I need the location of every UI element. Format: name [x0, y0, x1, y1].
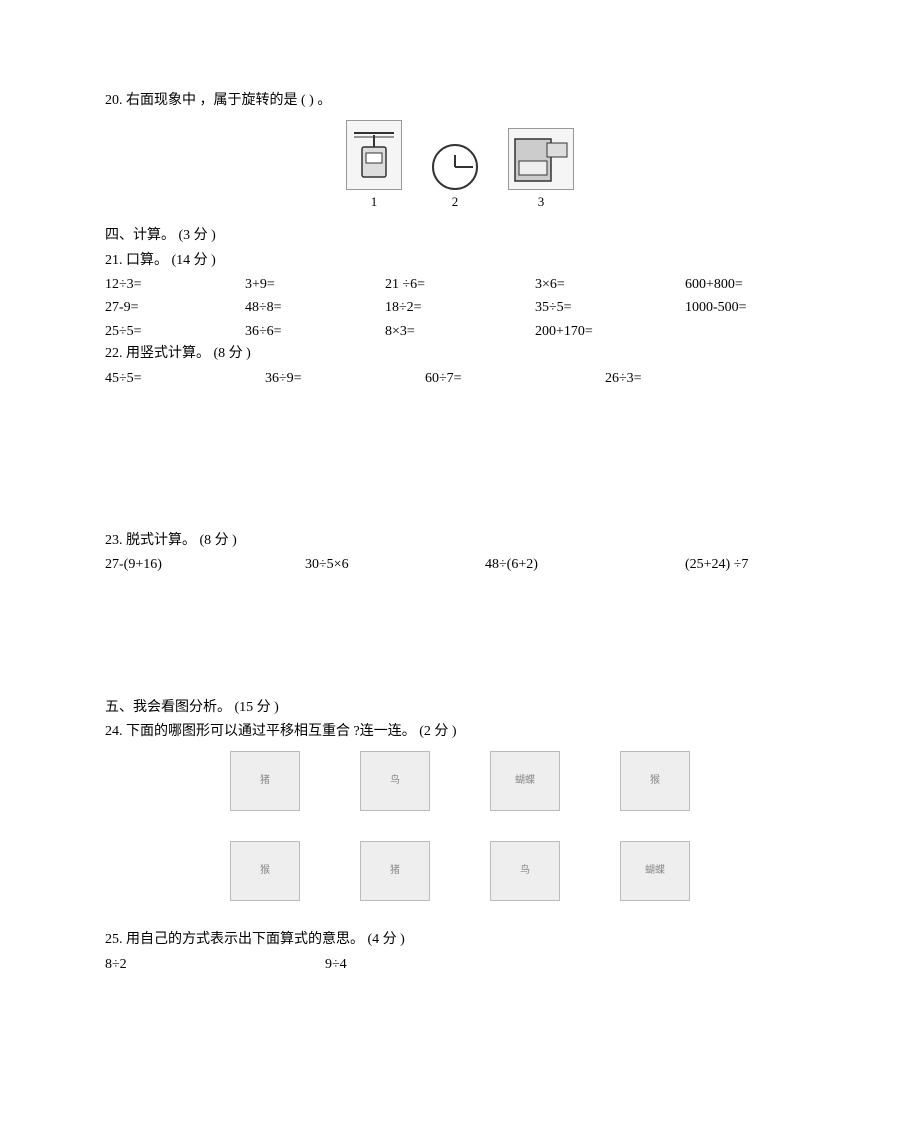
butterfly-icon: 蝴蝶 — [490, 751, 560, 811]
calc-cell: 48÷(6+2) — [485, 554, 685, 576]
q20-text: 20. 右面现象中 ，属于旋转的是 ( ) 。 — [105, 90, 815, 112]
bird-icon: 鸟 — [360, 751, 430, 811]
pig-icon: 猪 — [360, 841, 430, 901]
calc-cell: 36÷6= — [245, 321, 385, 343]
calc-cell: 36÷9= — [265, 368, 425, 390]
q23-title: 23. 脱式计算。 (8 分 ) — [105, 530, 815, 552]
calc-cell: 35÷5= — [535, 297, 685, 319]
calc-cell: 8×3= — [385, 321, 535, 343]
calc-cell: 200+170= — [535, 321, 685, 343]
calc-cell: 27-9= — [105, 297, 245, 319]
q22-title: 22. 用竖式计算。 (8 分 ) — [105, 343, 815, 365]
q25-title: 25. 用自己的方式表示出下面算式的意思。 (4 分 ) — [105, 929, 815, 951]
q24-row-top: 猪 鸟 蝴蝶 猴 — [230, 751, 690, 811]
q24-row-bottom: 猴 猪 鸟 蝴蝶 — [230, 841, 690, 901]
monkey-icon: 猴 — [230, 841, 300, 901]
calc-cell: 3+9= — [245, 274, 385, 296]
q25-grid: 8÷2 9÷4 — [105, 954, 815, 976]
q20-img-3: 3 — [508, 128, 574, 213]
clock-icon — [432, 144, 478, 190]
drawer-icon — [508, 128, 574, 190]
q22-grid: 45÷5= 36÷9= 60÷7= 26÷3= — [105, 368, 815, 390]
calc-cell: 27-(9+16) — [105, 554, 305, 576]
q20-img-1-label: 1 — [371, 192, 378, 213]
section5-title: 五、我会看图分析。 (15 分 ) — [105, 697, 815, 719]
q20-images: 1 2 3 — [105, 120, 815, 213]
calc-cell: 30÷5×6 — [305, 554, 485, 576]
q21-grid: 12÷3= 3+9= 21 ÷6= 3×6= 600+800= 27-9= 48… — [105, 274, 815, 343]
q20-img-3-label: 3 — [538, 192, 545, 213]
calc-cell: 48÷8= — [245, 297, 385, 319]
calc-cell: (25+24) ÷7 — [685, 554, 825, 576]
q24-text: 24. 下面的哪图形可以通过平移相互重合 ?连一连。 (2 分 ) — [105, 721, 815, 743]
bird-icon: 鸟 — [490, 841, 560, 901]
butterfly-icon: 蝴蝶 — [620, 841, 690, 901]
q24-images: 猪 鸟 蝴蝶 猴 猴 猪 鸟 蝴蝶 — [105, 751, 815, 901]
q23-grid: 27-(9+16) 30÷5×6 48÷(6+2) (25+24) ÷7 — [105, 554, 815, 576]
calc-cell: 3×6= — [535, 274, 685, 296]
calc-cell: 60÷7= — [425, 368, 605, 390]
monkey-icon: 猴 — [620, 751, 690, 811]
calc-cell: 25÷5= — [105, 321, 245, 343]
calc-cell: 26÷3= — [605, 368, 745, 390]
section4-title: 四、计算。 (3 分 ) — [105, 225, 815, 247]
calc-cell: 9÷4 — [325, 954, 525, 976]
pig-icon: 猪 — [230, 751, 300, 811]
calc-cell: 21 ÷6= — [385, 274, 535, 296]
q21-title: 21. 口算。 (14 分 ) — [105, 250, 815, 272]
calc-cell: 45÷5= — [105, 368, 265, 390]
calc-cell: 12÷3= — [105, 274, 245, 296]
calc-cell: 1000-500= — [685, 297, 815, 319]
q20-img-1: 1 — [346, 120, 402, 213]
calc-cell: 18÷2= — [385, 297, 535, 319]
calc-cell: 600+800= — [685, 274, 815, 296]
calc-cell — [685, 321, 815, 343]
q20-img-2-label: 2 — [452, 192, 459, 213]
calc-cell: 8÷2 — [105, 954, 325, 976]
cable-car-icon — [346, 120, 402, 190]
q20-img-2: 2 — [432, 144, 478, 213]
